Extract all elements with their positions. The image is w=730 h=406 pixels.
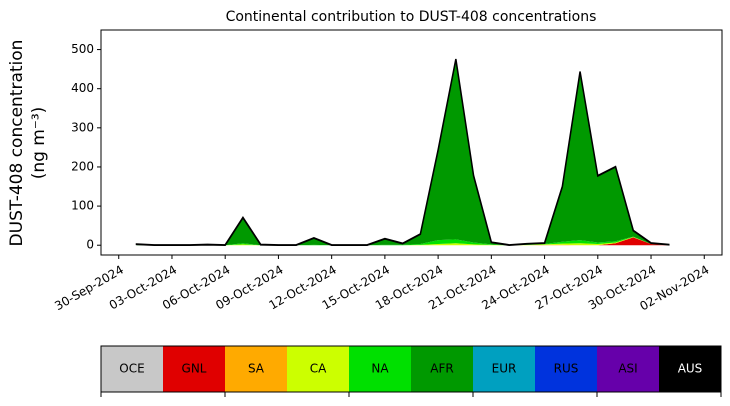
y-tick-label: 500 [71, 42, 94, 56]
legend-swatch [535, 346, 597, 392]
legend-swatch [287, 346, 349, 392]
legend-label: EUR [492, 362, 517, 376]
legend-swatch [349, 346, 411, 392]
plot-area [135, 58, 670, 246]
area [135, 58, 670, 246]
legend-label: CA [310, 362, 327, 376]
legend-swatch [473, 346, 535, 392]
y-tick-label: 100 [71, 199, 94, 213]
legend-label: NA [371, 362, 389, 376]
y-axis-label: DUST-408 concentration [7, 40, 27, 247]
legend-label: RUS [554, 362, 579, 376]
plot-frame [100, 29, 723, 256]
legend-swatch [659, 346, 721, 392]
legend-label: OCE [119, 362, 144, 376]
legend-label: AFR [430, 362, 453, 376]
legend-swatch [101, 346, 163, 392]
area [136, 237, 669, 246]
y-tick-label: 400 [71, 81, 94, 95]
legend-swatch [225, 346, 287, 392]
legend-swatch [597, 346, 659, 392]
y-tick-label: 0 [86, 238, 94, 252]
area [136, 59, 669, 246]
legend-swatch [163, 346, 225, 392]
y-tick-label: 200 [71, 159, 94, 173]
legend-label: ASI [618, 362, 637, 376]
y-axis-label: (ng m⁻³) [29, 107, 49, 180]
legend-frame [100, 345, 722, 393]
legend-label: SA [248, 362, 265, 376]
y-tick-label: 300 [71, 120, 94, 134]
legend-label: GNL [182, 362, 207, 376]
legend: OCE GNL SA CA NA AFR EUR RUS ASI AUS [100, 346, 722, 397]
chart-title: Continental contribution to DUST-408 con… [226, 9, 597, 25]
legend-label: AUS [678, 362, 703, 376]
legend-swatch [411, 346, 473, 392]
